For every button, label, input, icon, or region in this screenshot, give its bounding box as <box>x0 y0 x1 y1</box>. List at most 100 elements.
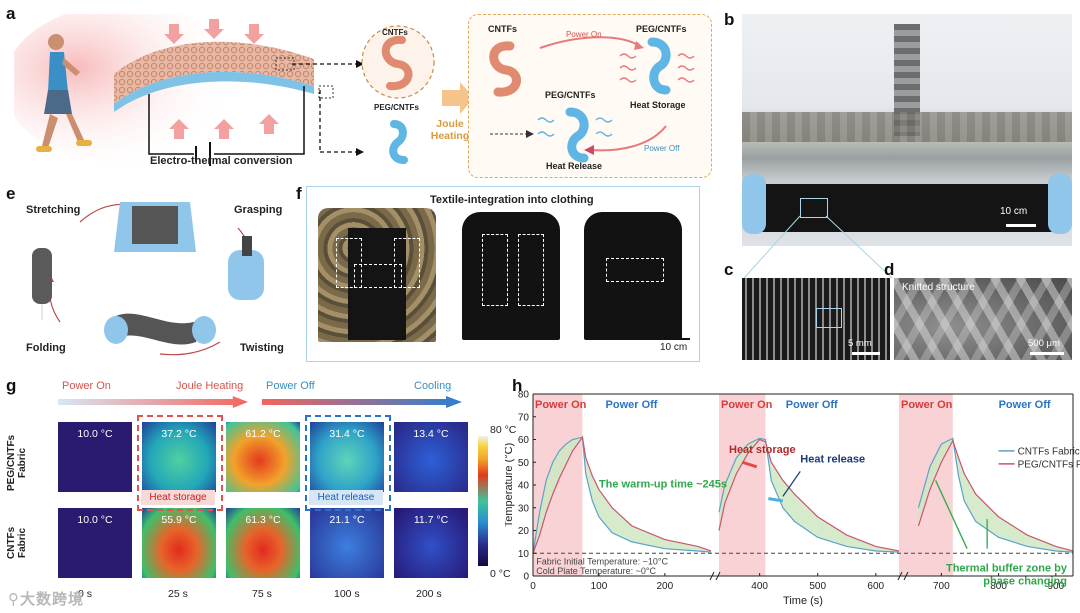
g-heating-arrow <box>58 396 248 408</box>
power-off-label: Power Off <box>644 144 680 153</box>
f-scale-bar <box>662 338 690 340</box>
temp-readout: 61.3 °C <box>245 514 281 526</box>
fabric-initial-temp-label: Fabric Initial Temperature: ~10°C <box>536 556 668 566</box>
box-peg-mid-label: PEG/CNTFs <box>545 90 596 100</box>
y-tick-label: 70 <box>518 412 530 423</box>
axis-break <box>709 571 715 581</box>
thermal-r2-2: 61.3 °C <box>226 508 300 578</box>
watermark-icon: ⚲ <box>8 591 20 608</box>
panel-label-e: e <box>6 184 16 203</box>
joule-arrow <box>442 82 474 114</box>
temp-readout: 10.0 °C <box>77 428 113 440</box>
heat-release-pointer <box>782 471 801 497</box>
thermal-r2-0: 10.0 °C <box>58 508 132 578</box>
time-label-4: 200 s <box>416 588 442 600</box>
x-tick-label: 500 <box>809 581 826 592</box>
warmup-annotation: The warm-up time ~245s <box>599 478 727 490</box>
cntfs-label: CNTFs <box>382 28 408 37</box>
temp-readout: 31.4 °C <box>329 428 365 440</box>
f-scale-label: 10 cm <box>660 342 688 353</box>
panel-a-illustration <box>14 14 334 166</box>
thermal-r2-1: 55.9 °C <box>142 508 216 578</box>
c-zoom-box <box>816 308 842 328</box>
panel-label-c: c <box>724 260 734 279</box>
black-vest-back <box>584 212 682 340</box>
d-scale-label: 500 μm <box>1028 338 1060 349</box>
time-label-2: 75 s <box>252 588 272 600</box>
temp-readout: 11.7 °C <box>413 514 449 526</box>
c-scale-label: 5 mm <box>848 338 872 349</box>
g-power-off: Power Off <box>266 380 315 392</box>
temp-readout: 10.0 °C <box>77 514 113 526</box>
power-off-label: Power Off <box>999 399 1051 411</box>
time-label-1: 25 s <box>168 588 188 600</box>
heat-release-annotation: Heat release <box>800 453 865 465</box>
time-label-0: 0 s <box>78 588 93 600</box>
g-cooling-arrow <box>262 396 462 408</box>
buffer-pointer <box>935 480 968 549</box>
buffer-zone-fill <box>918 438 1073 553</box>
fabric-underside <box>114 71 314 112</box>
watermark-text: 大数跨境 <box>20 591 85 608</box>
y-tick-label: 40 <box>518 481 530 492</box>
colorbar <box>478 436 488 566</box>
heat-arrows <box>164 19 279 139</box>
y-tick-label: 50 <box>518 458 530 469</box>
series-line-peg-cntfs <box>718 438 900 552</box>
deformation-cycle <box>32 202 264 356</box>
g-row1-label: PEG/CNTFs Fabric <box>6 434 28 492</box>
heat-storage-label: Heat Storage <box>630 100 686 110</box>
g-power-on: Power On <box>62 380 111 392</box>
cold-plate-temp-label: Cold Plate Temperature: ~0°C <box>536 566 656 576</box>
g-row2-label: CNTFs Fabric <box>6 526 28 560</box>
temp-readout: 37.2 °C <box>161 428 197 440</box>
panel-label-f: f <box>296 184 302 203</box>
stretching-label: Stretching <box>26 204 81 216</box>
power-off-label: Power Off <box>606 399 658 411</box>
axis-break <box>897 571 903 581</box>
b-scale-label: 10 cm <box>1000 206 1028 217</box>
series-line-cntfs <box>917 437 1074 553</box>
glove-left <box>742 174 766 234</box>
y-axis-title: Temperature (°C) <box>505 443 515 527</box>
box-power-on-label: Power On <box>566 30 602 39</box>
heat-release-label: Heat Release <box>546 161 603 171</box>
power-off-label: Power Off <box>786 399 838 411</box>
cntf-fiber-diagram <box>361 25 435 164</box>
d-title: Knitted structure <box>902 282 975 293</box>
series-line-peg-cntfs <box>917 439 1074 552</box>
fabric-zoom-box <box>800 198 828 218</box>
x-tick-label: 0 <box>530 581 536 592</box>
buffer-annotation-line1: Thermal buffer zone by <box>946 562 1068 574</box>
heat-release-marker <box>768 497 784 503</box>
c-scale-bar <box>852 352 880 355</box>
power-on-label: Power On <box>901 399 953 411</box>
runner-figure <box>36 34 92 152</box>
x-tick-label: 700 <box>933 581 950 592</box>
twisting-label: Twisting <box>240 342 284 354</box>
heat-storage-annotation: Heat storage <box>729 444 796 456</box>
x-tick-label: 600 <box>867 581 884 592</box>
temp-readout: 21.1 °C <box>329 514 365 526</box>
heat-storage-marker <box>741 460 758 469</box>
tree-line <box>742 112 1072 142</box>
buffer-zone-fill <box>533 437 711 554</box>
zoom-lines <box>743 215 893 279</box>
thermal-r2-3: 21.1 °C <box>310 508 384 578</box>
thermal-r1-1: 37.2 °C <box>142 422 216 492</box>
panel-label-b: b <box>724 10 735 29</box>
thermal-r2-4: 11.7 °C <box>394 508 468 578</box>
knit-closeup-photo: 5 mm <box>742 278 890 360</box>
g-joule-heating: Joule Heating <box>176 380 244 392</box>
panel-label-d: d <box>884 260 895 279</box>
x-tick-label: 800 <box>990 581 1007 592</box>
y-tick-label: 80 <box>518 390 530 401</box>
x-tick-label: 400 <box>751 581 768 592</box>
electro-thermal-label: Electro-thermal conversion <box>150 155 293 167</box>
panel-label-a: a <box>6 4 16 23</box>
panel-label-h: h <box>512 376 523 395</box>
folding-label: Folding <box>26 342 66 354</box>
power-on-label: Power On <box>721 399 773 411</box>
x-tick-label: 200 <box>657 581 674 592</box>
